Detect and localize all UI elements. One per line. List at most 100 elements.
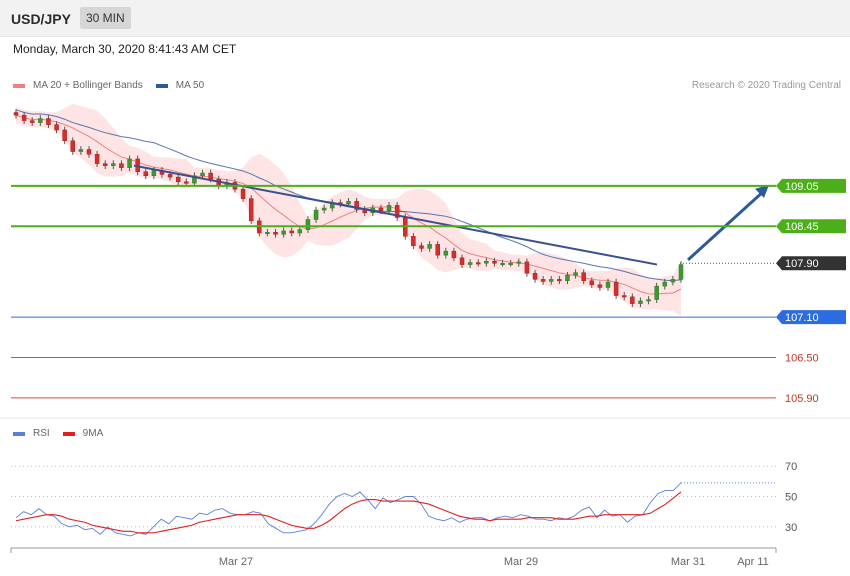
candle — [646, 296, 651, 305]
candle — [240, 185, 246, 202]
candle — [605, 278, 611, 291]
x-tick-label: Apr 11 — [737, 556, 769, 568]
ma20-swatch — [13, 83, 25, 88]
candle — [305, 216, 311, 233]
candle-up — [467, 262, 473, 265]
candle-down — [476, 262, 481, 265]
candle-up — [565, 275, 570, 281]
candle-down — [167, 174, 173, 178]
legend-ma50: MA 50 — [155, 80, 204, 91]
level-label: 109.05 — [785, 181, 819, 193]
ma9-label: 9MA — [82, 428, 104, 439]
research-credit: Research © 2020 Trading Central — [691, 80, 841, 91]
level-tag-resistance: 108.45 — [776, 219, 846, 234]
candle-down — [411, 236, 416, 246]
candle — [143, 168, 149, 180]
candle — [273, 228, 278, 238]
candle — [38, 115, 43, 126]
candle — [476, 259, 481, 267]
candle-down — [240, 188, 246, 199]
level-tag-resistance: 109.05 — [776, 178, 846, 193]
candle-down — [597, 284, 603, 288]
candle — [111, 160, 116, 170]
candle — [630, 293, 635, 307]
candle-down — [557, 279, 562, 282]
candle — [516, 258, 522, 267]
level-tag-shape — [776, 310, 846, 325]
forecast-arrow-head — [755, 184, 769, 198]
legend-ma20: MA 20 + Bollinger Bands — [13, 80, 143, 91]
level-tag-shape — [776, 178, 846, 193]
header-bar: USD/JPY 30 MIN — [0, 0, 850, 37]
candle — [435, 241, 440, 259]
candle-down — [613, 281, 619, 296]
candle-down — [54, 124, 59, 131]
candle — [127, 155, 132, 172]
candle — [86, 146, 92, 158]
candle-up — [78, 149, 84, 152]
candle — [119, 160, 124, 172]
candle-down — [94, 153, 100, 164]
candle — [459, 254, 465, 268]
candle — [451, 247, 457, 262]
rsi-line — [15, 482, 682, 537]
candle — [46, 115, 51, 128]
level-label: 107.90 — [785, 258, 819, 270]
ma20-label: MA 20 + Bollinger Bands — [33, 80, 143, 91]
candle — [200, 169, 205, 180]
candle — [540, 276, 546, 285]
rsi-tick-label: 50 — [785, 492, 797, 504]
candle — [613, 278, 619, 299]
candle — [557, 276, 562, 285]
candle-down — [29, 120, 35, 123]
candle-up — [605, 281, 611, 288]
candle — [265, 228, 270, 237]
candle — [54, 121, 59, 134]
candle-down — [21, 114, 27, 121]
candle — [589, 277, 595, 289]
candle-down — [70, 140, 76, 152]
candle — [565, 271, 570, 285]
candle-up — [573, 272, 578, 276]
legend-rsi: RSI — [13, 428, 50, 439]
level-tag-last: 107.90 — [776, 256, 846, 271]
candle-up — [670, 279, 676, 283]
timestamp: Monday, March 30, 2020 8:41:43 AM CET — [13, 42, 237, 56]
candle — [192, 172, 197, 187]
candle-up — [484, 260, 489, 264]
candle-down — [143, 171, 149, 176]
candle-down — [419, 245, 424, 249]
candle-up — [508, 262, 513, 265]
candle — [411, 232, 416, 250]
rsi-legend: RSI 9MA — [13, 428, 116, 439]
candle-up — [127, 158, 132, 168]
candle-down — [248, 198, 254, 222]
candle-down — [354, 201, 359, 210]
rsi-label: RSI — [33, 428, 50, 439]
level-label: 106.50 — [785, 352, 819, 364]
ma9-swatch — [62, 431, 75, 436]
candle-up — [443, 250, 449, 256]
candle-down — [630, 296, 635, 304]
candle-down — [435, 244, 440, 256]
candle — [29, 117, 35, 126]
candle-up — [500, 262, 505, 265]
candle — [21, 111, 27, 124]
candle — [70, 137, 76, 155]
candle — [175, 173, 181, 186]
timeframe-button[interactable]: 30 MIN — [80, 7, 131, 29]
candle-down — [492, 260, 497, 264]
candle — [443, 247, 449, 259]
candle-up — [346, 201, 351, 205]
rsi-ma9-line — [15, 491, 682, 534]
level-label: 107.10 — [785, 312, 819, 324]
candle — [621, 292, 627, 301]
candle — [548, 276, 554, 285]
candle — [102, 160, 108, 170]
candle-up — [111, 163, 116, 166]
candle-up — [297, 229, 303, 234]
candle-up — [678, 264, 684, 280]
candle-down — [532, 273, 538, 280]
x-tick-label: Mar 31 — [671, 556, 705, 568]
trend-line — [133, 164, 658, 266]
